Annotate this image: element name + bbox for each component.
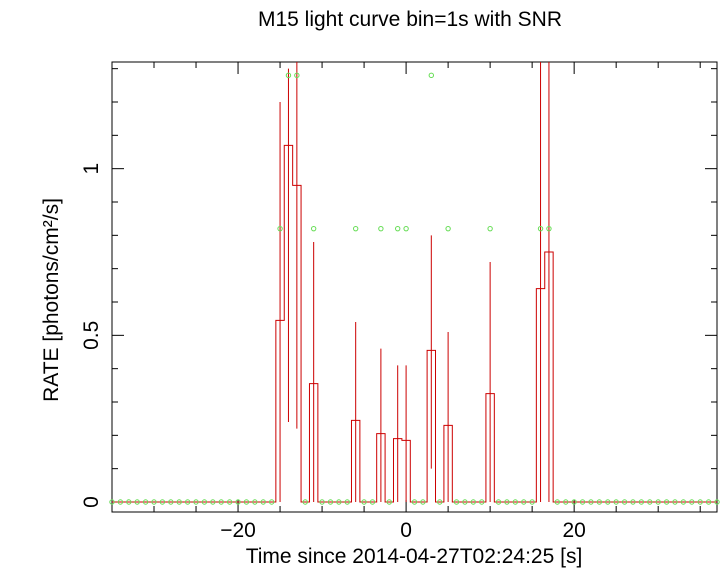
snr-point (226, 499, 233, 505)
snr-point (630, 499, 636, 505)
snr-point (479, 499, 485, 505)
snr-point (411, 499, 418, 505)
snr-point (697, 499, 703, 505)
snr-point (663, 499, 670, 505)
plot-frame (111, 61, 718, 513)
x-tick-label: 0 (400, 519, 412, 542)
snr-point (193, 499, 199, 505)
rate-step-line (112, 144, 717, 503)
snr-point (680, 499, 687, 505)
snr-point (378, 225, 384, 232)
snr-point (705, 499, 712, 505)
snr-point (453, 499, 460, 505)
y-axis-label: RATE [photons/cm²/s] (40, 198, 63, 402)
snr-point (571, 499, 577, 505)
snr-point (470, 499, 477, 505)
snr-point (361, 499, 367, 505)
snr-point (554, 499, 561, 505)
snr-point (655, 499, 661, 505)
chart-title: M15 light curve bin=1s with SNR (258, 8, 562, 31)
snr-point (386, 499, 392, 505)
x-tick-label: −20 (220, 519, 256, 542)
snr-point (537, 225, 544, 232)
snr-point (437, 499, 443, 505)
snr-point (563, 499, 569, 505)
snr-point (504, 499, 510, 505)
y-tick-label: 1 (80, 163, 103, 175)
snr-point (445, 225, 451, 232)
snr-point (672, 499, 678, 505)
snr-point (159, 499, 166, 505)
snr-point (134, 499, 140, 505)
snr-point (529, 499, 535, 505)
snr-point (210, 499, 216, 505)
snr-point (302, 499, 308, 505)
snr-point (605, 499, 611, 505)
snr-point (546, 225, 552, 232)
snr-point (462, 499, 468, 505)
snr-point (647, 499, 653, 505)
snr-point (252, 499, 258, 505)
snr-point (285, 72, 292, 79)
snr-point (218, 499, 224, 505)
snr-point (689, 499, 695, 505)
snr-point (126, 499, 132, 505)
snr-point (495, 499, 502, 505)
snr-point (168, 499, 174, 505)
snr-point (428, 72, 435, 79)
x-axis-label: Time since 2014-04-27T02:24:25 [s] (246, 545, 583, 568)
snr-point (319, 499, 325, 505)
snr-point (579, 499, 586, 505)
snr-point (151, 499, 157, 505)
snr-point (621, 499, 628, 505)
snr-point (512, 499, 519, 505)
snr-point (420, 499, 426, 505)
snr-point (714, 499, 720, 505)
snr-point (117, 499, 124, 505)
snr-point (613, 499, 619, 505)
snr-point (487, 225, 493, 232)
snr-point (235, 499, 241, 505)
snr-point (277, 225, 283, 232)
snr-point (369, 499, 376, 505)
snr-point (243, 499, 250, 505)
snr-point (403, 225, 409, 232)
snr-point (109, 499, 115, 505)
snr-point (310, 225, 317, 232)
snr-point (327, 499, 334, 505)
snr-point (142, 499, 149, 505)
snr-point (176, 499, 182, 505)
snr-point (344, 499, 350, 505)
snr-point (336, 499, 342, 505)
snr-point (268, 499, 275, 505)
snr-point (521, 499, 527, 505)
snr-point (184, 499, 191, 505)
snr-point (588, 499, 594, 505)
x-tick-label: 20 (562, 519, 585, 542)
plot-area: −20 0 20 0 0.5 1 (80, 61, 720, 542)
snr-point (596, 499, 603, 505)
snr-point (352, 225, 359, 232)
snr-point (638, 499, 645, 505)
snr-point (260, 499, 266, 505)
snr-point (201, 499, 208, 505)
y-tick-label: 0.5 (80, 321, 103, 350)
snr-point (294, 72, 300, 79)
snr-point (394, 225, 401, 232)
y-tick-label: 0 (80, 496, 103, 508)
